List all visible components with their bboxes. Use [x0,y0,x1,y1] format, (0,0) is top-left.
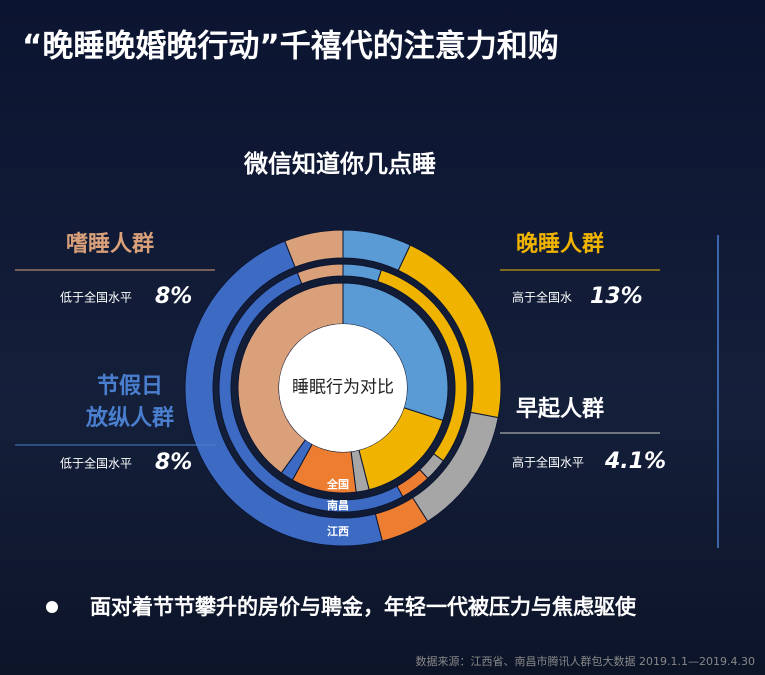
annotation-value: 8% [155,450,192,475]
bullet-dot [46,601,58,613]
source: 数据来源：江西省、南昌市腾讯人群包大数据 2019.1.1—2019.4.30 [416,654,755,668]
center-label: 睡眠行为对比 [292,378,394,398]
center-circle [279,324,407,452]
chart-title: 微信知道你几点睡 [243,150,436,178]
ring-segment [284,229,344,268]
annotation-value: 8% [155,284,192,309]
annotation-title: 早起人群 [516,396,604,422]
ring-label: 全国 [326,477,349,491]
ring-label: 南昌 [327,498,349,512]
ring-label: 江西 [327,524,349,538]
annotation-title: 节假日 [97,374,163,399]
annotation-title: 放纵人群 [85,405,174,431]
annotation-desc: 高于全国水平 [512,455,584,470]
annotation-desc: 低于全国水平 [60,290,132,305]
annotation-desc: 低于全国水平 [60,456,132,471]
bullet-text: 面对着节节攀升的房价与聘金，年轻一代被压力与焦虑驱使 [90,595,637,619]
annotation-title: 嗜睡人群 [66,231,154,257]
annotation-value: 4.1% [604,449,666,474]
annotation-title: 晚睡人群 [516,231,604,257]
ring-segment [296,263,344,285]
slide-title: “晚睡晚婚晚行动”千禧代的注意力和购 [22,29,559,65]
annotation-desc: 高于全国水 [512,290,572,305]
annotation-value: 13% [590,284,643,309]
